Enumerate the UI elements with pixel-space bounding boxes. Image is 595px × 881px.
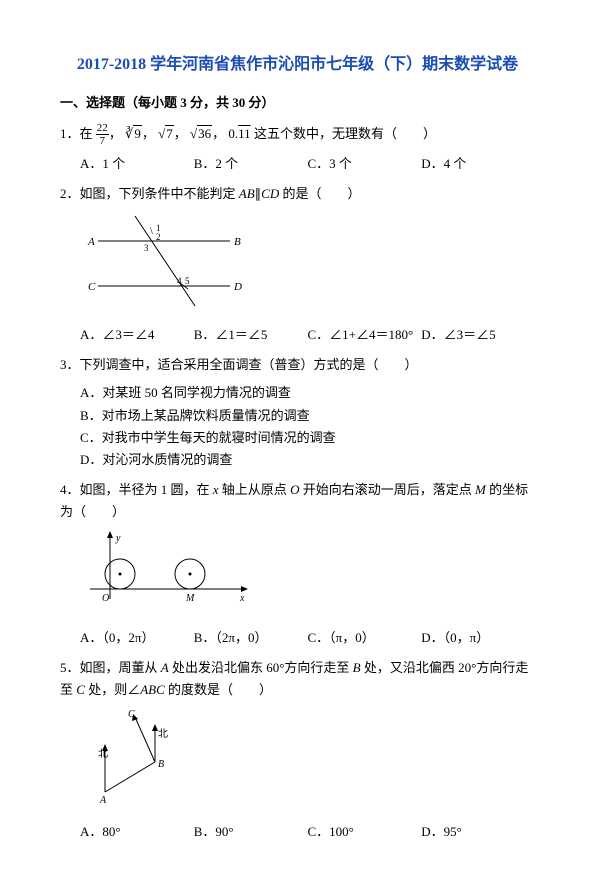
q2-opt-d: D．∠3＝∠5	[421, 324, 535, 346]
q1-opt-c: C．3 个	[308, 153, 422, 175]
svg-text:y: y	[115, 533, 121, 544]
q3-text: 3．下列调查中，适合采用全面调查（普查）方式的是（ ）	[60, 354, 535, 376]
q1-suffix: 这五个数中，无理数有（ ）	[254, 126, 436, 141]
q5-figure: 北 A 北 B C	[80, 707, 535, 814]
q4-text: 4．如图，半径为 1 圆，在 x 轴上从原点 O 开始向右滚动一周后，落定点 M…	[60, 479, 535, 523]
q1-prefix: 1．在	[60, 126, 93, 141]
q2-options: A．∠3＝∠4 B．∠1＝∠5 C．∠1+∠4＝180° D．∠3＝∠5	[80, 324, 535, 346]
svg-text:4: 4	[177, 276, 182, 286]
q4-options: A．（0，2π） B．（2π，0） C．（π，0） D．（0，π）	[80, 627, 535, 649]
page-title: 2017-2018 学年河南省焦作市沁阳市七年级（下）期末数学试卷	[60, 50, 535, 74]
q4-opt-c: C．（π，0）	[308, 627, 422, 649]
svg-text:B: B	[158, 759, 164, 770]
q1-text: 1．在 227， ∛9， √7， √36， 0.11 这五个数中，无理数有（ ）	[60, 123, 535, 147]
svg-text:x: x	[239, 593, 245, 604]
svg-text:A: A	[99, 795, 107, 806]
svg-text:3: 3	[144, 243, 149, 253]
q2-opt-c: C．∠1+∠4＝180°	[308, 324, 422, 346]
question-1: 1．在 227， ∛9， √7， √36， 0.11 这五个数中，无理数有（ ）…	[60, 123, 535, 175]
q5-opt-c: C．100°	[308, 821, 422, 843]
svg-text:\: \	[150, 226, 153, 237]
section-header: 一、选择题（每小题 3 分，共 30 分）	[60, 92, 535, 111]
repeating-decimal: 0.11	[228, 126, 250, 141]
svg-text:2: 2	[156, 232, 161, 242]
q4-figure: y x O M	[80, 529, 535, 621]
q2-text: 2．如图，下列条件中不能判定 AB∥CD 的是（ ）	[60, 183, 535, 205]
q1-opt-a: A．1 个	[80, 153, 194, 175]
q4-opt-b: B．（2π，0）	[194, 627, 308, 649]
svg-text:B: B	[234, 236, 241, 248]
q2-opt-b: B．∠1＝∠5	[194, 324, 308, 346]
question-3: 3．下列调查中，适合采用全面调查（普查）方式的是（ ） A．对某班 50 名同学…	[60, 354, 535, 470]
question-4: 4．如图，半径为 1 圆，在 x 轴上从原点 O 开始向右滚动一周后，落定点 M…	[60, 479, 535, 649]
svg-text:C: C	[88, 281, 96, 293]
q4-opt-a: A．（0，2π）	[80, 627, 194, 649]
question-2: 2．如图，下列条件中不能判定 AB∥CD 的是（ ） A B C D \ 1 2…	[60, 183, 535, 346]
svg-text:北: 北	[158, 728, 168, 740]
question-5: 5．如图，周董从 A 处出发沿北偏东 60°方向行走至 B 处，又沿北偏西 20…	[60, 657, 535, 842]
sqrt-36: √36	[190, 125, 212, 141]
q5-opt-b: B．90°	[194, 821, 308, 843]
q5-opt-a: A．80°	[80, 821, 194, 843]
q3-opt-a: A．对某班 50 名同学视力情况的调查	[80, 382, 535, 404]
q1-options: A．1 个 B．2 个 C．3 个 D．4 个	[80, 153, 535, 175]
cbrt-9: ∛9	[125, 125, 142, 141]
q4-opt-d: D．（0，π）	[421, 627, 535, 649]
svg-text:D: D	[233, 281, 242, 293]
svg-text:北: 北	[98, 748, 108, 760]
q5-options: A．80° B．90° C．100° D．95°	[80, 821, 535, 843]
q1-opt-b: B．2 个	[194, 153, 308, 175]
q2-figure: A B C D \ 1 2 3 4 5	[80, 211, 535, 318]
q3-opt-d: D．对沁河水质情况的调查	[80, 449, 535, 471]
q3-opt-b: B．对市场上某品牌饮料质量情况的调查	[80, 405, 535, 427]
frac-22-7: 227	[96, 123, 109, 147]
svg-text:5: 5	[185, 276, 190, 286]
svg-text:O: O	[102, 593, 109, 604]
q5-text: 5．如图，周董从 A 处出发沿北偏东 60°方向行走至 B 处，又沿北偏西 20…	[60, 657, 535, 701]
q1-opt-d: D．4 个	[421, 153, 535, 175]
sqrt-7: √7	[158, 125, 174, 141]
svg-text:M: M	[185, 593, 195, 604]
svg-text:A: A	[87, 236, 95, 248]
q2-opt-a: A．∠3＝∠4	[80, 324, 194, 346]
q5-opt-d: D．95°	[421, 821, 535, 843]
q3-opt-c: C．对我市中学生每天的就寝时间情况的调查	[80, 427, 535, 449]
